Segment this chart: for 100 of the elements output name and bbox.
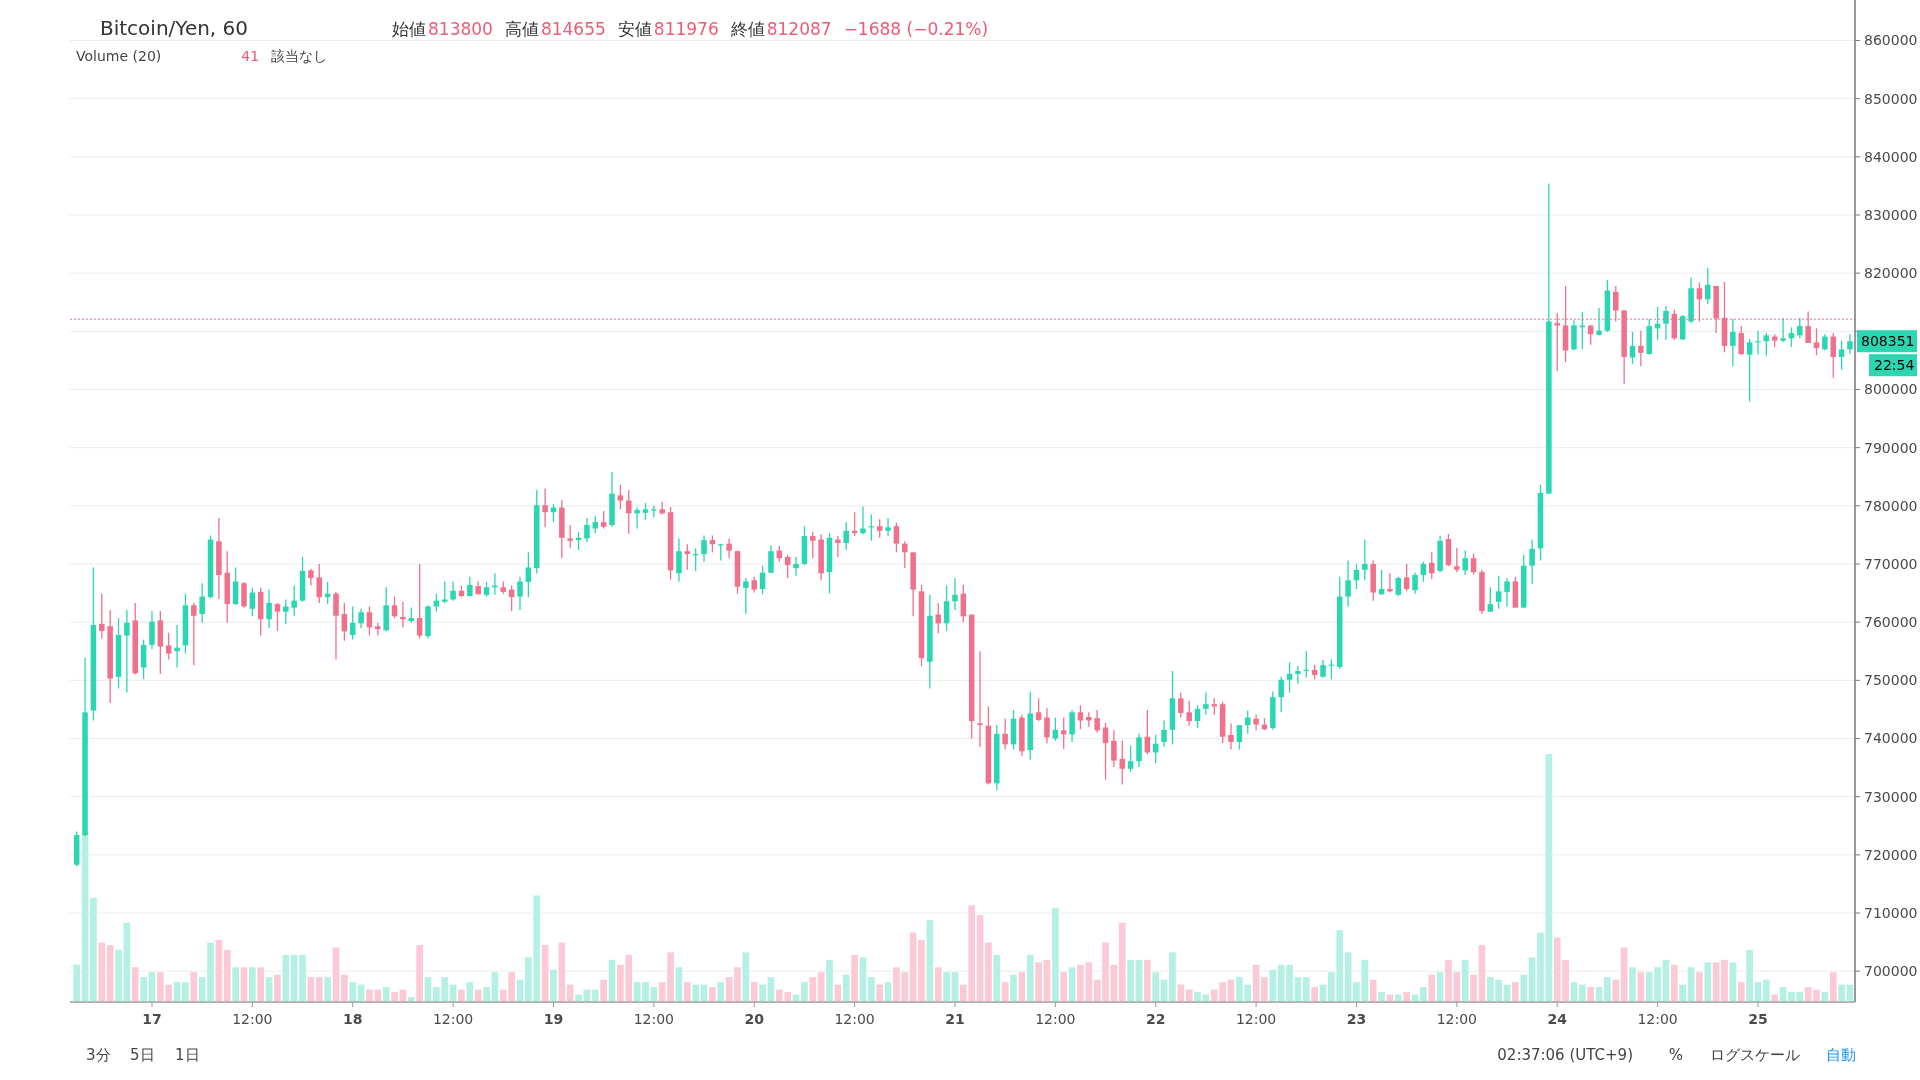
- y-tick-label: 800000: [1864, 381, 1918, 398]
- bar: [734, 967, 741, 1002]
- bar: [1144, 959, 1151, 1002]
- bar: [550, 969, 557, 1002]
- bar: [1445, 959, 1452, 1002]
- bar: [985, 942, 992, 1002]
- bar: [1185, 989, 1193, 1002]
- bar: [131, 967, 139, 1002]
- bar: [918, 940, 925, 1002]
- x-tick-label: 12:00: [1436, 1011, 1478, 1027]
- bar: [1762, 979, 1770, 1002]
- annotation: 始値: [392, 19, 426, 39]
- x-tick-label: 12:00: [834, 1011, 875, 1027]
- bar: [282, 954, 290, 1002]
- bar: [474, 989, 482, 1002]
- bar: [934, 967, 942, 1002]
- bar: [709, 987, 716, 1002]
- bar: [1302, 977, 1310, 1002]
- text: 1日: [175, 1046, 200, 1064]
- x-tick-label: 20: [744, 1011, 765, 1027]
- bar: [182, 982, 189, 1002]
- text: 808351: [1861, 333, 1915, 350]
- bar: [1578, 984, 1586, 1002]
- bar: [249, 967, 256, 1002]
- y-tick-label: 740000: [1864, 730, 1918, 747]
- bar: [1704, 962, 1712, 1002]
- annotation: 安値: [617, 19, 652, 39]
- bar: [1829, 972, 1837, 1002]
- bar: [1420, 987, 1427, 1002]
- bar: [1026, 954, 1034, 1002]
- bar: [1512, 982, 1519, 1002]
- bar: [867, 977, 875, 1002]
- bar: [566, 984, 574, 1002]
- bar: [232, 967, 239, 1002]
- text: ログスケール: [1710, 1046, 1800, 1064]
- bar: [324, 977, 331, 1002]
- y-tick-label: 710000: [1864, 905, 1918, 921]
- bar: [692, 984, 700, 1002]
- bar: [600, 979, 608, 1002]
- bar: [341, 974, 348, 1002]
- bar: [1737, 982, 1745, 1002]
- bar: [943, 972, 950, 1002]
- y-tick-label: 720000: [1864, 846, 1918, 863]
- bar: [876, 984, 884, 1002]
- bar: [1127, 959, 1134, 1002]
- y-tick-label: 700000: [1864, 963, 1918, 980]
- text: %: [1668, 1046, 1684, 1064]
- bar: [349, 982, 357, 1002]
- bar: [1428, 974, 1436, 1002]
- x-tick-label: 19: [543, 1011, 564, 1027]
- bar: [391, 992, 398, 1002]
- bar: [190, 972, 198, 1002]
- bar: [1461, 959, 1469, 1002]
- bar: [73, 964, 81, 1002]
- bar: [1194, 992, 1201, 1002]
- bar: [1520, 974, 1528, 1002]
- annotation: −1688 (−0.21%): [843, 19, 989, 39]
- bar: [1587, 987, 1595, 1002]
- y-tick-label: 840000: [1864, 148, 1918, 165]
- y-tick-label: 730000: [1864, 788, 1918, 805]
- x-tick-label: 12:00: [1637, 1011, 1678, 1027]
- bar: [642, 982, 649, 1002]
- bar: [993, 954, 1001, 1002]
- y-tick-label: 760000: [1864, 614, 1918, 631]
- bar: [759, 984, 766, 1002]
- annotation: 812087: [766, 19, 832, 39]
- annotation: 814655: [540, 19, 606, 39]
- bar: [1378, 992, 1385, 1002]
- y-tick-label: 830000: [1864, 206, 1918, 223]
- bar: [1470, 974, 1477, 1002]
- bar: [1261, 977, 1268, 1002]
- x-tick-label: 12:00: [1035, 1011, 1076, 1027]
- text: 5日: [130, 1046, 155, 1064]
- bar: [223, 949, 231, 1002]
- bar: [1010, 974, 1017, 1002]
- x-tick-label: 22: [1145, 1011, 1166, 1027]
- y-tick-label: 860000: [1864, 32, 1918, 49]
- bar: [717, 982, 725, 1002]
- bar: [1670, 964, 1678, 1002]
- bar: [1169, 952, 1176, 1002]
- bar: [416, 944, 423, 1002]
- bar: [1838, 984, 1845, 1002]
- bar: [826, 959, 833, 1002]
- annotation: 813800: [428, 19, 493, 39]
- bar: [466, 982, 474, 1002]
- text: 自動: [1826, 1046, 1856, 1064]
- text: Bitcoin/Yen, 60: [100, 16, 249, 40]
- annotation: Volume (20): [76, 48, 162, 64]
- bar: [382, 987, 390, 1002]
- bar: [558, 942, 566, 1002]
- bar: [1060, 972, 1068, 1002]
- y-tick-label: 750000: [1864, 672, 1918, 689]
- annotation: 41: [241, 48, 260, 64]
- bar: [1696, 972, 1703, 1002]
- y-tick-label: 780000: [1864, 497, 1918, 514]
- bar: [1052, 907, 1059, 1002]
- bar: [683, 982, 691, 1002]
- bar: [750, 982, 758, 1002]
- bar: [1746, 949, 1753, 1002]
- x-tick-label: 24: [1547, 1011, 1568, 1027]
